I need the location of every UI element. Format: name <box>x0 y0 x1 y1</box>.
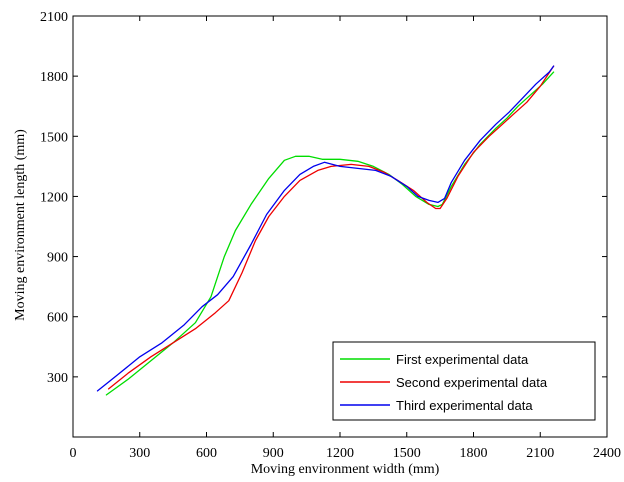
tick-labels: 0 300 600 900 1200 1500 1800 2100 2400 300 600 900 1… <box>40 10 621 461</box>
axes <box>72 15 608 438</box>
legend: First experimental data Second experiment… <box>332 341 596 421</box>
legend-label-1: First experimental data <box>396 352 529 367</box>
x-tick-label: 1800 <box>460 446 488 461</box>
y-tick-label: 2100 <box>40 10 68 25</box>
y-tick-label: 300 <box>47 371 68 386</box>
y-axis-title: Moving environment length (mm) <box>13 129 28 321</box>
y-tick-label: 1800 <box>40 70 68 85</box>
x-tick-label: 0 <box>70 446 77 461</box>
x-tick-label: 1200 <box>326 446 354 461</box>
y-tick-label: 900 <box>47 251 68 266</box>
series-lines <box>96 65 555 396</box>
series-line-1 <box>105 71 555 396</box>
series-line-2 <box>107 65 555 390</box>
legend-label-3: Third experimental data <box>396 398 533 413</box>
x-tick-label: 2100 <box>526 446 554 461</box>
legend-label-2: Second experimental data <box>396 375 548 390</box>
y-tick-label: 600 <box>47 311 68 326</box>
series-line-3 <box>96 65 555 392</box>
legend-box <box>332 341 596 421</box>
x-tick-label: 600 <box>196 446 217 461</box>
y-tick-label: 1500 <box>40 130 68 145</box>
x-tick-label: 300 <box>129 446 150 461</box>
x-tick-label: 2400 <box>593 446 621 461</box>
y-tick-label: 1200 <box>40 190 68 205</box>
x-tick-label: 1500 <box>393 446 421 461</box>
x-axis-title: Moving environment width (mm) <box>251 462 440 477</box>
x-tick-label: 900 <box>263 446 284 461</box>
